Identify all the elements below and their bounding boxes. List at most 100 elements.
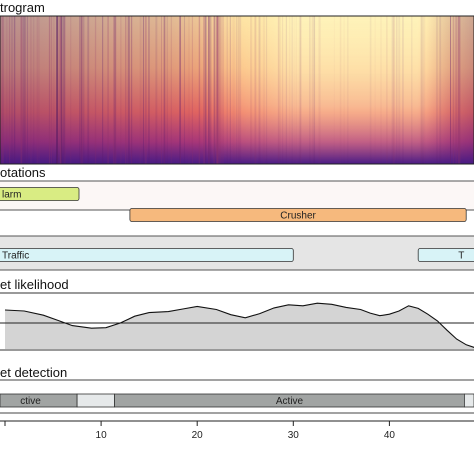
annotation-event-label: T <box>458 251 464 262</box>
spectrogram-streak <box>234 16 235 164</box>
spectrogram-streak <box>24 16 26 164</box>
spectrogram-streak <box>210 16 212 164</box>
spectrogram-streak <box>458 16 461 164</box>
spectrogram-streak <box>392 16 395 164</box>
spectrogram-streak <box>139 16 142 164</box>
spectrogram-streak <box>203 16 205 164</box>
spectrogram-streak <box>88 16 90 164</box>
detection-segment <box>463 393 474 408</box>
spectrogram-streak <box>79 16 80 164</box>
spectrogram-streak <box>53 16 55 164</box>
spectrogram-streak <box>56 16 58 164</box>
spectrogram-streak <box>128 16 130 164</box>
spectrogram-streak <box>184 16 185 164</box>
spectrogram-streak <box>13 16 16 164</box>
spectrogram-streak <box>279 16 281 164</box>
spectrogram-streak <box>369 16 372 164</box>
spectrogram-streak <box>222 16 224 164</box>
spectrogram-streak <box>457 16 460 164</box>
spectrogram-streak <box>198 16 201 164</box>
spectrogram-streak <box>208 16 210 164</box>
spectrogram-streak <box>402 16 404 164</box>
detection-panel: et detection ctive Active <box>0 365 474 414</box>
spectrogram-streak <box>411 16 413 164</box>
spectrogram-streak <box>48 16 51 164</box>
spectrogram-streak <box>61 16 63 164</box>
spectrogram-streak <box>262 16 264 164</box>
spectrogram-streak <box>38 16 40 164</box>
spectrogram-streak <box>80 16 81 164</box>
spectrogram-streak <box>155 16 157 164</box>
spectrogram-streak <box>266 16 268 164</box>
spectrogram-streak <box>423 16 426 164</box>
spectrogram-title: trogram <box>0 0 45 15</box>
spectrogram-streak <box>70 16 72 164</box>
spectrogram-streak <box>386 16 388 164</box>
spectrogram-streak <box>229 16 231 164</box>
annotation-event-bar <box>0 248 294 262</box>
spectrogram-streak <box>339 16 342 164</box>
annotation-event-bar <box>417 248 474 262</box>
spectrogram-streak <box>395 16 398 164</box>
annotation-event-label: larm <box>2 190 21 201</box>
spectrogram-streak <box>102 16 104 164</box>
spectrogram-streak <box>310 16 311 164</box>
spectrogram-streak <box>210 16 212 164</box>
spectrogram-streak <box>439 16 442 164</box>
spectrogram-streak <box>380 16 382 164</box>
spectrogram-streak <box>63 16 66 164</box>
spectrogram-streak <box>450 16 451 164</box>
spectrogram-streak <box>319 16 321 164</box>
likelihood-area <box>5 303 474 349</box>
spectrogram-streak <box>24 16 26 164</box>
x-tick-label: 10 <box>96 430 108 441</box>
spectrogram-streak <box>188 16 190 164</box>
spectrogram-streak <box>254 16 257 164</box>
spectrogram-streak <box>436 16 438 164</box>
spectrogram-streak <box>333 16 335 164</box>
spectrogram-streak <box>60 16 62 164</box>
spectrogram-streak <box>113 16 115 164</box>
spectrogram-streak <box>214 16 216 164</box>
spectrogram-streak <box>148 16 150 164</box>
spectrogram-streak <box>208 16 210 164</box>
spectrogram-streak <box>94 16 97 164</box>
spectrogram-streak <box>208 16 210 164</box>
spectrogram-streak <box>1 16 4 164</box>
spectrogram-streak <box>57 16 59 164</box>
spectrogram-streak <box>163 16 166 164</box>
spectrogram-streak <box>452 16 454 164</box>
spectrogram-streak <box>312 16 314 164</box>
spectrogram-streak <box>232 16 234 164</box>
spectrogram-streak <box>235 16 238 164</box>
spectrogram-streak <box>250 16 253 164</box>
spectrogram-streak <box>219 16 221 164</box>
spectrogram-panel: trogram <box>0 0 474 165</box>
x-axis: 1020304050 <box>0 420 474 441</box>
spectrogram-streak <box>298 16 300 164</box>
spectrogram-streak <box>180 16 181 164</box>
spectrogram-streak <box>393 16 395 164</box>
spectrogram-streak <box>179 16 181 164</box>
spectrogram-streak <box>83 16 85 164</box>
spectrogram-streak <box>130 16 132 164</box>
spectrogram-streak <box>259 16 261 164</box>
spectrogram-streak <box>114 16 116 164</box>
spectrogram-streak <box>421 16 423 164</box>
spectrogram-streak <box>295 16 297 164</box>
spectrogram-streak <box>80 16 83 164</box>
spectrogram-streak <box>131 16 133 164</box>
spectrogram-streak <box>250 16 252 164</box>
likelihood-panel: et likelihood <box>0 277 474 351</box>
spectrogram-streak <box>291 16 293 164</box>
spectrogram-streak <box>170 16 172 164</box>
spectrogram-streak <box>205 16 207 164</box>
spectrogram-streak <box>422 16 424 164</box>
spectrogram-streak <box>278 16 280 164</box>
spectrogram-streak <box>107 16 109 164</box>
annotations-title: otations <box>0 165 46 180</box>
spectrogram-streak <box>6 16 8 164</box>
spectrogram-streak <box>87 16 89 164</box>
spectrogram-streak <box>455 16 458 164</box>
